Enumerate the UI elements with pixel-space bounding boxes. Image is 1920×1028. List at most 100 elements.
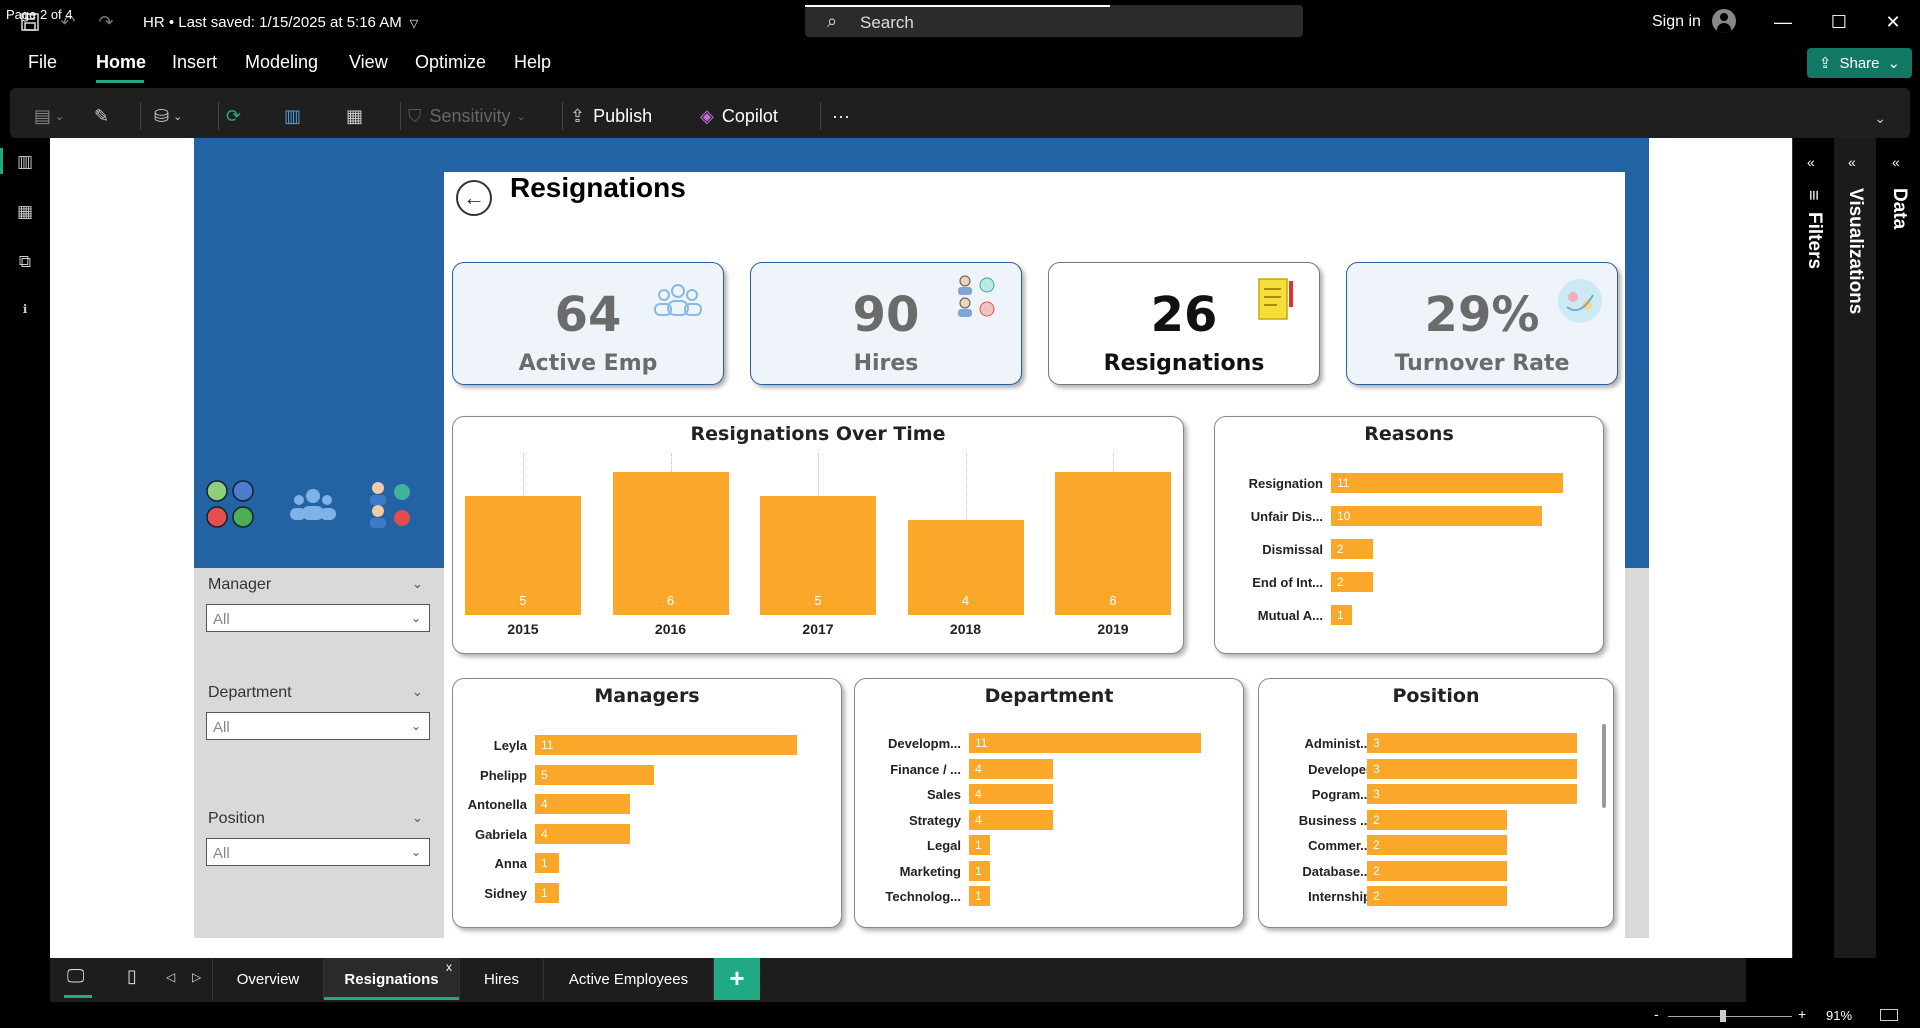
prev-page-icon[interactable]: ◁ [166, 970, 176, 984]
search-placeholder: Search [860, 13, 914, 32]
back-button[interactable]: ← [456, 180, 492, 216]
model-view-icon[interactable]: ⧉ [18, 252, 32, 271]
department-slicer-dropdown[interactable]: All ⌄ [206, 712, 430, 740]
add-page-button[interactable]: + [714, 958, 760, 1000]
chevron-down-icon[interactable]: ⌄ [412, 576, 423, 591]
share-label: Share [1839, 54, 1880, 72]
chevron-down-icon[interactable]: ⌄ [412, 684, 423, 699]
format-painter-icon[interactable]: ✎ [94, 105, 110, 126]
zoom-slider-track[interactable] [1668, 1016, 1792, 1017]
save-icon[interactable] [18, 10, 42, 34]
fit-to-page-icon[interactable] [1880, 1009, 1898, 1021]
kpi-label: Hires [853, 351, 919, 376]
next-page-icon[interactable]: ▷ [192, 970, 202, 984]
position-slicer-dropdown[interactable]: All ⌄ [206, 838, 430, 866]
resignations-over-time-chart[interactable]: Resignations Over Time 5 2015 6 2016 5 2017 4 2… [452, 416, 1184, 654]
bar-value-label: 4 [975, 787, 982, 801]
new-visual-icon[interactable]: ▥ [284, 105, 302, 126]
undo-icon[interactable]: ↶ [60, 11, 76, 32]
chevron-left-icon[interactable]: « [1892, 154, 1900, 170]
kpi-hires[interactable]: 90 Hires [750, 262, 1022, 385]
chevron-down-icon[interactable]: ⌄ [1874, 110, 1886, 126]
tab-overview[interactable]: Overview [212, 958, 324, 1000]
zoom-in-button[interactable]: + [1798, 1006, 1807, 1022]
tab-hires[interactable]: Hires [460, 958, 544, 1000]
kpi-icon[interactable] [204, 478, 258, 532]
bar-guide-line [818, 453, 819, 496]
y-tick-label: Internship [1308, 889, 1371, 904]
report-view-icon[interactable]: ▥ [16, 152, 34, 171]
bar-value-label: 2 [1373, 889, 1380, 903]
menu-view[interactable]: View [349, 52, 388, 72]
close-window-icon[interactable]: ✕ [1885, 12, 1901, 32]
dax-query-view-icon[interactable]: ℹ [22, 302, 28, 316]
tab-resignations[interactable]: Resignations [324, 958, 460, 1000]
reasons-chart[interactable]: Reasons Resignation 11 Unfair Dis... 10 Dism… [1214, 416, 1604, 654]
y-tick-label: Developm... [888, 736, 961, 751]
publish-button[interactable]: ⇪ Publish [570, 105, 653, 126]
menu-modeling[interactable]: Modeling [245, 52, 319, 72]
position-chart[interactable]: Position Administ... 3 Developer 3 Pogram...… [1258, 678, 1614, 928]
close-tab-icon[interactable]: x [446, 960, 452, 974]
more-options-icon[interactable]: ··· [832, 105, 850, 126]
calculator-icon[interactable]: ▦ [346, 105, 364, 126]
menu-optimize[interactable]: Optimize [415, 52, 487, 72]
tab-active-employees[interactable]: Active Employees [544, 958, 714, 1000]
kpi-resignations[interactable]: 26 Resignations [1048, 262, 1320, 385]
maximize-icon[interactable]: ☐ [1830, 12, 1848, 32]
redo-icon[interactable]: ↷ [98, 11, 114, 32]
department-chart[interactable]: Department Developm... 11 Finance / ... 4 Sa… [854, 678, 1244, 928]
search-focus-line [805, 5, 1110, 7]
sign-in-link[interactable]: Sign in [1652, 13, 1701, 30]
x-tick-label: 2018 [949, 621, 982, 637]
paste-icon[interactable]: ▤ ⌄ [34, 105, 65, 126]
kpi-active-emp[interactable]: 64 Active Emp [452, 262, 724, 385]
filters-pane[interactable]: « ≡ Filters [1792, 138, 1834, 958]
position-chart-scrollbar[interactable] [1602, 724, 1606, 808]
zoom-out-button[interactable]: - [1654, 1006, 1659, 1022]
menu-help[interactable]: Help [514, 52, 552, 72]
bar-value-label: 11 [541, 738, 554, 752]
x-tick-label: 2019 [1097, 621, 1129, 637]
menu-home[interactable]: Home [96, 52, 147, 72]
sensitivity-button[interactable]: ⛉ Sensitivity ⌄ [408, 105, 526, 126]
desktop-layout-icon[interactable]: 🖵 [67, 966, 85, 986]
table-view-icon[interactable]: ▦ [16, 202, 34, 221]
employees-icon[interactable] [286, 478, 340, 532]
share-button[interactable]: ⇪ Share ⌄ [1807, 48, 1912, 78]
menu-file[interactable]: File [28, 52, 58, 72]
zoom-slider-thumb[interactable] [1720, 1010, 1726, 1022]
data-pane-label: Data [1889, 188, 1910, 230]
manager-slicer-value: All [213, 611, 230, 628]
get-data-icon[interactable]: ⛁ ⌄ [154, 105, 183, 126]
hires-resignations-icon[interactable] [362, 478, 416, 532]
chevron-down-icon: ▽ [409, 18, 419, 30]
kpi-label: Active Emp [518, 351, 658, 376]
data-pane[interactable]: « Data [1876, 138, 1920, 958]
visualizations-pane[interactable]: « Visualizations [1834, 138, 1876, 958]
chevron-left-icon[interactable]: « [1807, 154, 1815, 170]
menu-insert[interactable]: Insert [172, 52, 218, 72]
refresh-icon[interactable]: ⟳ [226, 105, 242, 126]
chevron-left-icon[interactable]: « [1848, 154, 1856, 170]
kpi-turnover-rate[interactable]: 29% Turnover Rate [1346, 262, 1618, 385]
mobile-layout-icon[interactable]: ▯ [127, 966, 137, 986]
bar-value-label: 6 [666, 593, 675, 608]
avatar-icon[interactable] [1712, 9, 1736, 33]
x-tick-label: 2017 [802, 621, 834, 637]
bar-value-label: 5 [519, 593, 527, 608]
chevron-down-icon[interactable]: ⌄ [412, 810, 423, 825]
manager-slicer-dropdown[interactable]: All ⌄ [206, 604, 430, 632]
minimize-icon[interactable]: — [1774, 12, 1792, 32]
bar-guide-line [965, 453, 967, 520]
bar-value-label: 11 [1337, 476, 1350, 490]
search-input[interactable]: ⌕ Search [805, 5, 1303, 37]
y-tick-label: Phelipp [480, 767, 527, 783]
bar [969, 809, 1054, 830]
bar-value-label: 6 [1109, 593, 1117, 608]
bar [969, 733, 1201, 753]
bar [535, 735, 797, 755]
managers-chart[interactable]: Managers Leyla 11 Phelipp 5 Antonella 4 Gabrie… [452, 678, 842, 928]
document-title[interactable]: HR • Last saved: 1/15/2025 at 5:16 AM ▽ [143, 14, 419, 31]
copilot-button[interactable]: ◈ Copilot [700, 105, 778, 126]
